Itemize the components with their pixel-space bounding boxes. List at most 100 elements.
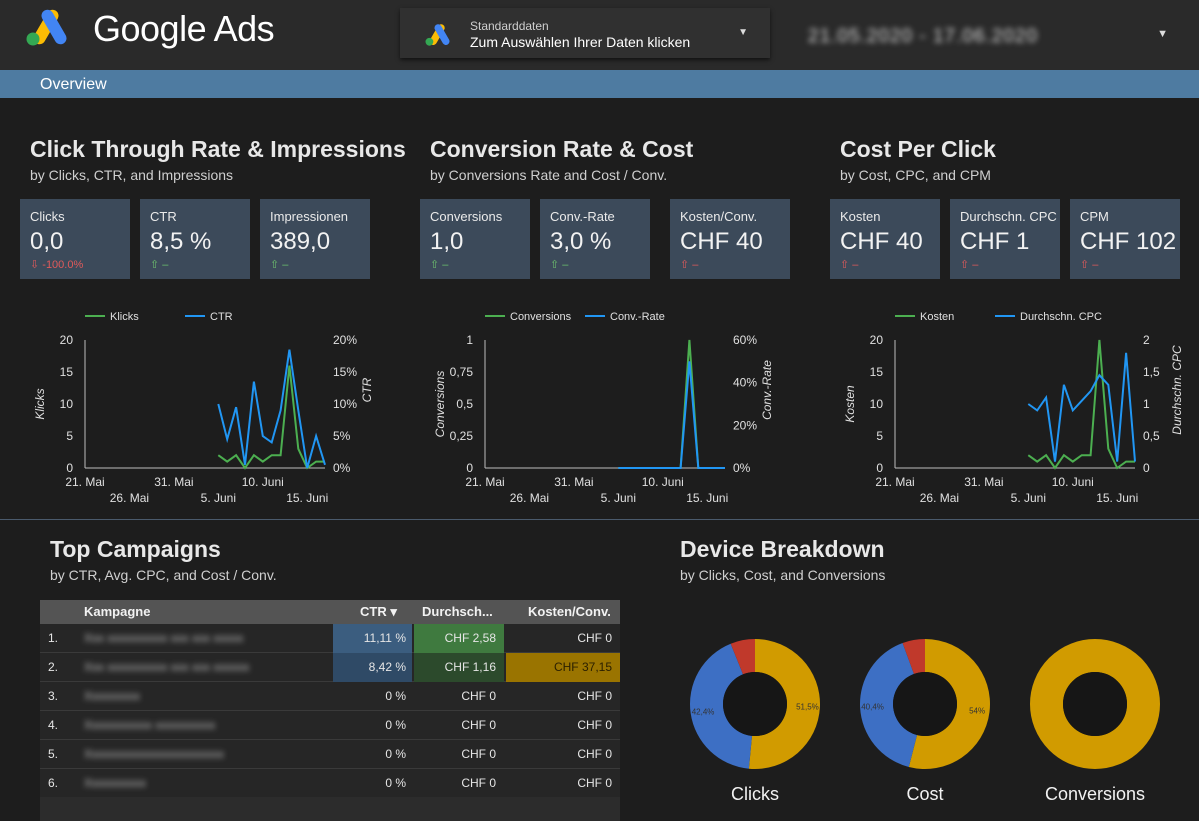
kpi-card-kosten: Kosten CHF 40 ⇧ – xyxy=(830,199,940,279)
column-header-campaign[interactable]: Kampagne xyxy=(84,604,151,619)
kpi-label: Kosten xyxy=(840,209,881,224)
donut-label-clicks: Clicks xyxy=(731,784,779,804)
kpi-delta: ⇧ – xyxy=(430,258,530,271)
donut-slice-label: 51,5% xyxy=(796,702,819,711)
cost-conv-cell: CHF 0 xyxy=(577,631,612,645)
caret-down-icon: ▼ xyxy=(738,27,748,38)
cost-conv-cell: CHF 0 xyxy=(577,718,612,732)
legend-label: Conv.-Rate xyxy=(610,311,665,323)
kpi-delta: ⇩ -100.0% xyxy=(30,258,130,271)
section-title-ctr: Click Through Rate & Impressions xyxy=(30,136,406,162)
campaign-name: Xxxxxxxxxx xyxy=(84,776,147,790)
campaign-name: Xxx xxxxxxxxxx xxx xxx xxxxxx xyxy=(84,660,250,674)
row-number: 2. xyxy=(48,660,59,674)
donut-chart-cost: 54% 40,4% xyxy=(860,639,990,769)
y2-tick-label: 20% xyxy=(333,333,357,347)
y-tick-label: 1 xyxy=(466,333,473,347)
trend-arrow-icon: ⇧ xyxy=(150,259,160,271)
trend-arrow-icon: ⇧ xyxy=(550,259,560,271)
donut-chart-conversions: 100% xyxy=(1030,639,1160,769)
y2-tick-label: 2 xyxy=(1143,333,1150,347)
cost-conv-cell: CHF 0 xyxy=(577,747,612,761)
donut-hole xyxy=(723,672,787,736)
column-header-cost-conv[interactable]: Kosten/Conv. xyxy=(528,604,611,619)
x-tick-label: 5. Juni xyxy=(201,491,236,505)
y2-tick-label: 1,5 xyxy=(1143,365,1160,379)
kpi-label: Clicks xyxy=(30,209,65,224)
y-tick-label: 0,5 xyxy=(456,397,473,411)
kpi-delta-value: – xyxy=(1092,259,1099,271)
donut-slice xyxy=(908,639,990,769)
y-tick-label: 5 xyxy=(66,429,73,443)
kpi-label: Conversions xyxy=(430,209,503,224)
donut-slice xyxy=(902,639,925,674)
kpi-delta-value: – xyxy=(972,259,979,271)
chart-clicks-ctr: Klicks CTR 0 5 10 15 20 0% 5% 10% 15% 20% Klicks CTR 2… xyxy=(33,311,374,505)
donut-hole xyxy=(1063,672,1127,736)
table-row[interactable]: 5. Xxxxxxxxxxxxxxxxxxxxxxx 0 % CHF 0 CHF 0 xyxy=(40,740,620,769)
campaigns-table: Kampagne CTR ▾ Durchsch... Kosten/Conv. … xyxy=(40,600,620,821)
y-tick-label: 0 xyxy=(66,461,73,475)
kpi-value: 8,5 % xyxy=(150,228,212,255)
x-tick-label: 21. Mai xyxy=(465,475,504,489)
kpi-value: CHF 40 xyxy=(680,228,763,255)
x-tick-label: 21. Mai xyxy=(65,475,104,489)
y2-tick-label: 5% xyxy=(333,429,351,443)
device-breakdown-subtitle: by Clicks, Cost, and Conversions xyxy=(680,567,886,583)
kpi-card-conv-rate: Conv.-Rate 3,0 % ⇧ – xyxy=(540,199,650,279)
legend-label: Kosten xyxy=(920,311,954,323)
kpi-delta-value: – xyxy=(562,259,569,271)
date-range-picker[interactable]: 21.05.2020 - 17.06.2020 ▼ xyxy=(808,18,1188,54)
y-axis-title: Kosten xyxy=(843,385,857,423)
series-line-durchschn-cpc xyxy=(1027,352,1136,462)
table-scroll-area[interactable] xyxy=(40,797,620,821)
cpc-cell: CHF 1,16 xyxy=(414,653,504,682)
kpi-delta-value: – xyxy=(692,259,699,271)
y-axis-title: Klicks xyxy=(33,388,47,419)
x-tick-label: 10. Juni xyxy=(1052,475,1094,489)
datasource-selector[interactable]: Standarddaten Zum Auswählen Ihrer Daten … xyxy=(400,8,770,58)
kpi-card-cpm: CPM CHF 102 ⇧ – xyxy=(1070,199,1180,279)
table-row[interactable]: 4. Xxxxxxxxxxx xxxxxxxxxx 0 % CHF 0 CHF 0 xyxy=(40,711,620,740)
kpi-value: CHF 40 xyxy=(840,228,923,255)
column-header-cpc[interactable]: Durchsch... xyxy=(422,604,493,619)
table-row[interactable]: 1. Xxx xxxxxxxxxx xxx xxx xxxxx 11,11 % CHF… xyxy=(40,624,620,653)
cost-conv-cell: CHF 0 xyxy=(577,776,612,790)
y-axis-title: Conversions xyxy=(433,371,447,438)
cost-conv-cell: CHF 37,15 xyxy=(506,653,620,682)
chart-conversions-rate: Conversions Conv.-Rate 0 0,25 0,5 0,75 1 0% 20% 4… xyxy=(433,311,774,505)
kpi-value: CHF 102 xyxy=(1080,228,1177,255)
kpi-delta: ⇧ – xyxy=(550,258,650,271)
table-row[interactable]: 6. Xxxxxxxxxx 0 % CHF 0 CHF 0 xyxy=(40,769,620,798)
table-row[interactable]: 2. Xxx xxxxxxxxxx xxx xxx xxxxxx 8,42 % CHF… xyxy=(40,653,620,682)
table-row[interactable]: 3. Xxxxxxxxx 0 % CHF 0 CHF 0 xyxy=(40,682,620,711)
donut-slice xyxy=(690,643,752,769)
y2-tick-label: 1 xyxy=(1143,397,1150,411)
row-number: 3. xyxy=(48,689,59,703)
x-tick-label: 15. Juni xyxy=(1096,491,1138,505)
donut-slice-label: 42,4% xyxy=(692,708,715,717)
x-tick-label: 31. Mai xyxy=(554,475,593,489)
x-tick-label: 5. Juni xyxy=(601,491,636,505)
column-header-ctr[interactable]: CTR ▾ xyxy=(360,604,397,619)
kpi-label: CPM xyxy=(1080,209,1109,224)
y2-axis-title: Durchschn. CPC xyxy=(1170,345,1184,435)
kpi-delta: ⇧ – xyxy=(840,258,940,271)
donut-slice xyxy=(1030,639,1160,769)
kpi-delta-value: – xyxy=(852,259,859,271)
overview-tab-bar: Overview xyxy=(0,70,1199,98)
y-tick-label: 20 xyxy=(60,333,74,347)
y2-tick-label: 60% xyxy=(733,333,757,347)
legend-label: CTR xyxy=(210,311,233,323)
datasource-sublabel: Standarddaten xyxy=(470,19,549,33)
y2-tick-label: 10% xyxy=(333,397,357,411)
tab-overview[interactable]: Overview xyxy=(40,76,107,93)
trend-arrow-icon: ⇧ xyxy=(270,259,280,271)
trend-arrow-icon: ⇩ xyxy=(30,259,40,271)
x-tick-label: 15. Juni xyxy=(286,491,328,505)
campaign-name: Xxxxxxxxx xyxy=(84,689,141,703)
top-campaigns-title: Top Campaigns xyxy=(50,536,221,562)
legend-label: Durchschn. CPC xyxy=(1020,311,1102,323)
top-header: Google Ads Standarddaten Zum Auswählen I… xyxy=(0,0,1199,70)
cpc-cell: CHF 0 xyxy=(461,747,496,761)
